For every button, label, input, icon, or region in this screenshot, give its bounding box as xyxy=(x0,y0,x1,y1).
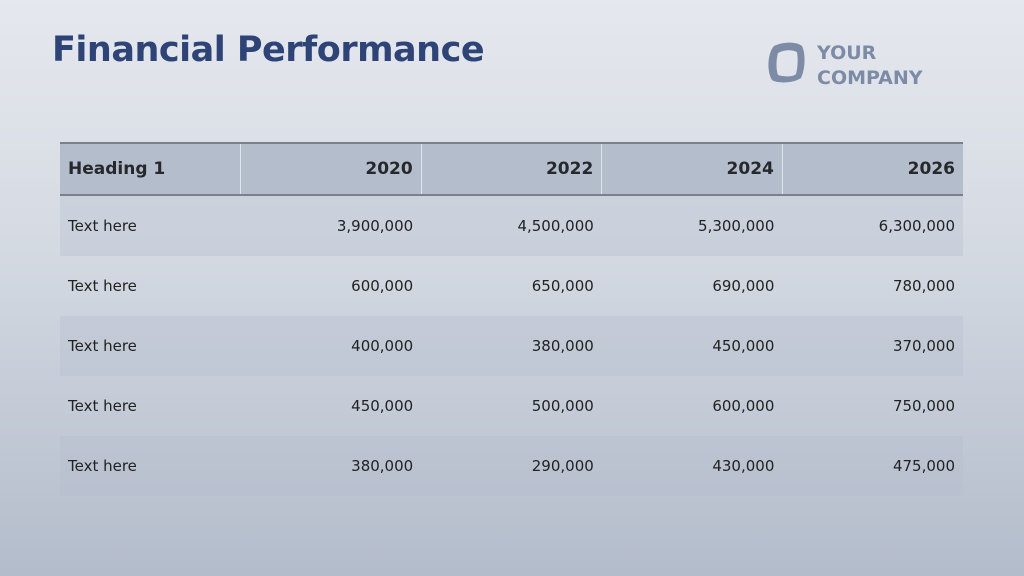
table-cell: 370,000 xyxy=(892,337,955,355)
table-cell: 500,000 xyxy=(531,397,594,415)
header-cell: 2020 xyxy=(240,142,422,196)
table-cell: 430,000 xyxy=(712,457,775,475)
table-cell: 5,300,000 xyxy=(698,217,775,235)
header-cell: 2026 xyxy=(781,142,963,196)
page-title: Financial Performance xyxy=(52,30,485,70)
table-cell: 400,000 xyxy=(351,337,414,355)
table-cell: 600,000 xyxy=(712,397,775,415)
table-cell: 380,000 xyxy=(351,457,414,475)
rounded-square-logo-icon xyxy=(766,40,806,91)
table-cell: 690,000 xyxy=(712,277,775,295)
table-row: Text here 380,000 290,000 430,000 475,00… xyxy=(60,436,963,496)
table-cell: 3,900,000 xyxy=(336,217,414,235)
table-cell: 600,000 xyxy=(351,277,414,295)
table-cell: 4,500,000 xyxy=(517,217,594,235)
table-header-row: Heading 1 2020 2022 2024 2026 xyxy=(60,142,963,196)
header-cell: 2022 xyxy=(420,142,602,196)
table-cell: 450,000 xyxy=(712,337,775,355)
row-label: Text here xyxy=(68,397,137,415)
row-label: Text here xyxy=(68,217,137,235)
table-cell: 6,300,000 xyxy=(878,217,955,235)
table-cell: 450,000 xyxy=(351,397,414,415)
row-label: Text here xyxy=(68,337,137,355)
logo-text-line1: YOUR xyxy=(817,41,877,64)
header-cell: 2024 xyxy=(601,142,783,196)
row-label: Text here xyxy=(68,277,137,295)
table-cell: 475,000 xyxy=(892,457,955,475)
table-cell: 290,000 xyxy=(531,457,594,475)
table-cell: 650,000 xyxy=(531,277,594,295)
table-row: Text here 600,000 650,000 690,000 780,00… xyxy=(60,256,963,316)
table-cell: 750,000 xyxy=(892,397,955,415)
header-cell: Heading 1 xyxy=(60,142,241,196)
table-cell: 780,000 xyxy=(892,277,955,295)
financial-table: Heading 1 2020 2022 2024 2026 Text here … xyxy=(60,142,963,496)
table-row: Text here 450,000 500,000 600,000 750,00… xyxy=(60,376,963,436)
table-cell: 380,000 xyxy=(531,337,594,355)
logo-text-line2: COMPANY xyxy=(817,66,923,89)
row-label: Text here xyxy=(68,457,137,475)
table-row: Text here 400,000 380,000 450,000 370,00… xyxy=(60,316,963,376)
company-logo: YOUR COMPANY xyxy=(766,40,923,91)
table-row: Text here 3,900,000 4,500,000 5,300,000 … xyxy=(60,195,963,256)
